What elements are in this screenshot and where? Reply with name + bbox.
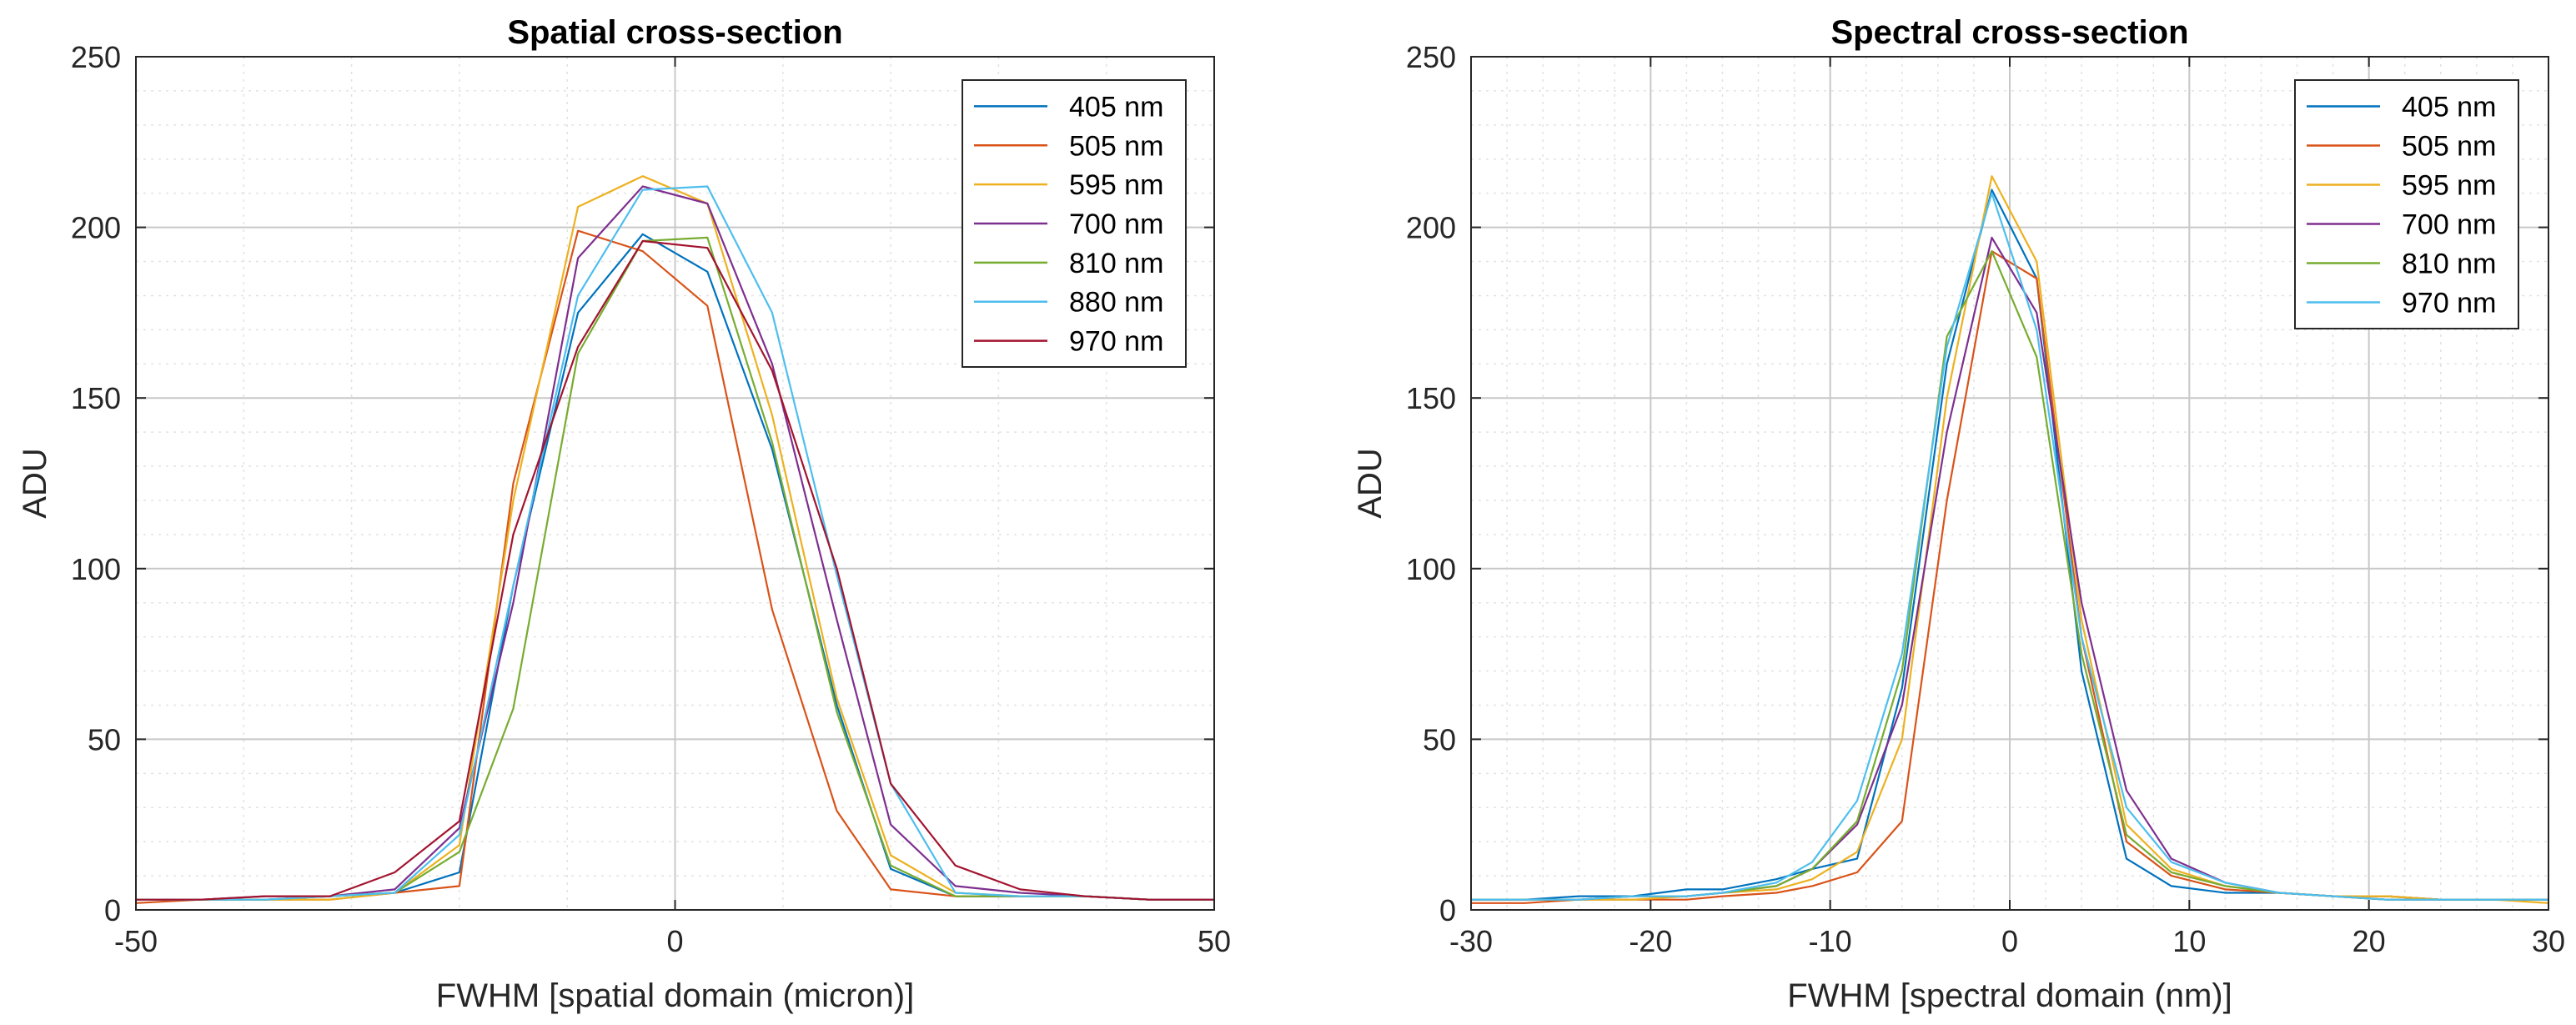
spectral-legend: 405 nm 505 nm 595 nm 700 nm 810 nm 970 nm (2294, 79, 2519, 329)
spectral-ticks: -30 -20 -10 0 10 20 30 0 50 100 150 200 250 (1406, 40, 2565, 958)
legend-label-810-nm: 810 nm (2402, 249, 2496, 280)
spatial-chart-title: Spatial cross-section (507, 14, 842, 51)
x-tick-label: 0 (666, 924, 683, 958)
x-tick-label: -20 (1629, 924, 1672, 958)
legend-label-700-nm: 700 nm (2402, 209, 2496, 241)
legend-label-880-nm: 880 nm (1069, 287, 1163, 319)
legend-label-970-nm: 970 nm (2402, 288, 2496, 319)
spatial-series-970-nm (136, 239, 1214, 901)
y-tick-label: 100 (1406, 552, 1456, 586)
spectral-series-970-nm (1471, 192, 2548, 901)
x-tick-label: -50 (114, 924, 158, 958)
y-tick-label: 100 (71, 552, 121, 586)
x-tick-label: 0 (2001, 924, 2018, 958)
legend-label-505-nm: 505 nm (1069, 130, 1163, 162)
x-tick-label: 50 (1198, 924, 1231, 958)
spectral-x-axis-label: FWHM [spectral domain (nm)] (1787, 977, 2232, 1014)
y-tick-label: 250 (71, 40, 121, 74)
spatial-y-axis-label: ADU (17, 448, 53, 518)
legend-label-970-nm: 970 nm (1069, 326, 1163, 358)
y-tick-label: 50 (1423, 722, 1456, 756)
y-tick-label: 150 (71, 381, 121, 415)
x-tick-label: -10 (1809, 924, 1852, 958)
legend-label-405-nm: 405 nm (2402, 92, 2496, 123)
y-tick-label: 200 (71, 211, 121, 245)
y-tick-label: 0 (1439, 893, 1456, 927)
legend-label-700-nm: 700 nm (1069, 209, 1163, 240)
spectral-y-axis-label: ADU (1352, 448, 1388, 518)
spectral-chart-title: Spectral cross-section (1830, 14, 2188, 51)
legend-label-595-nm: 595 nm (1069, 169, 1163, 201)
spectral-legend-box (2294, 79, 2519, 329)
legend-label-505-nm: 505 nm (2402, 131, 2496, 163)
y-tick-label: 150 (1406, 381, 1456, 415)
spatial-x-axis-label: FWHM [spatial domain (micron)] (436, 977, 914, 1014)
y-tick-label: 250 (1406, 40, 1456, 74)
legend-label-405-nm: 405 nm (1069, 91, 1163, 123)
legend-label-595-nm: 595 nm (2402, 170, 2496, 202)
legend-label-810-nm: 810 nm (1069, 248, 1163, 279)
x-tick-label: -30 (1449, 924, 1493, 958)
x-tick-label: 10 (2172, 924, 2206, 958)
x-tick-label: 30 (2532, 924, 2565, 958)
y-tick-label: 0 (104, 893, 121, 927)
y-tick-label: 50 (88, 722, 121, 756)
spatial-legend: 405 nm 505 nm 595 nm 700 nm 810 nm 880 nm 970 … (962, 79, 1187, 368)
x-tick-label: 20 (2353, 924, 2386, 958)
spectral-chart: -30 -20 -10 0 10 20 30 0 50 100 150 200 250 Spectral… (1352, 14, 2565, 1014)
spectral-series (1471, 175, 2549, 904)
y-tick-label: 200 (1406, 211, 1456, 245)
spectral-series-595-nm (1471, 175, 2549, 904)
spatial-series (135, 175, 1214, 904)
